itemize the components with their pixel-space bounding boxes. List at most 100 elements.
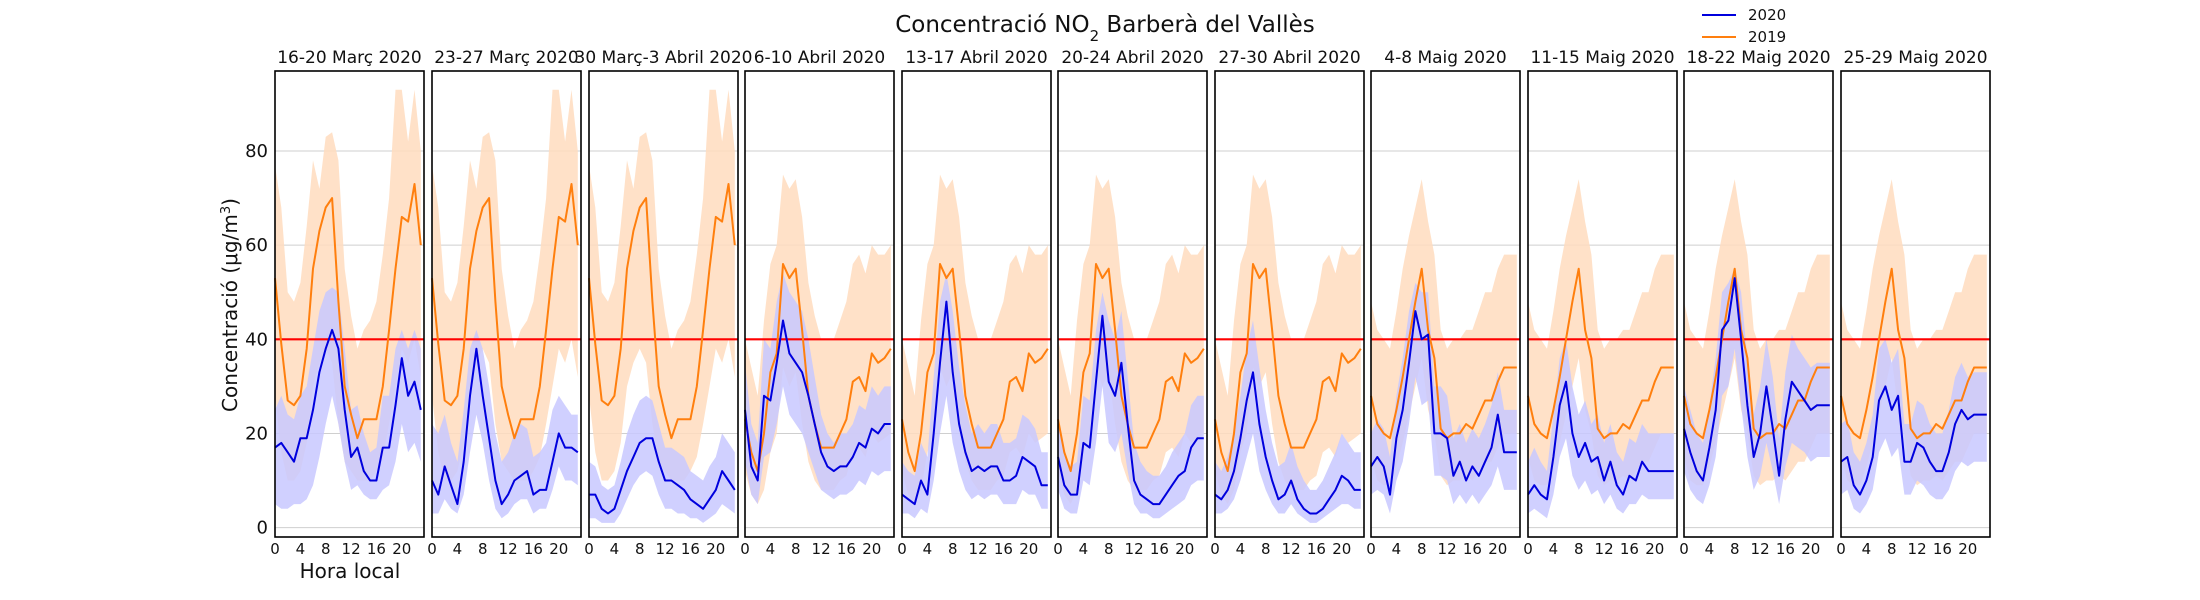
panel: 25-29 Maig 2020 0 4 8 12 16 20 [1836, 48, 1991, 558]
x-tick-label: 16 [837, 540, 856, 558]
panel: 27-30 Abril 2020 0 4 8 12 16 20 [1210, 48, 1365, 558]
x-tick-label: 20 [1801, 540, 1820, 558]
x-tick-label: 0 [1210, 540, 1220, 558]
band-2020 [1841, 339, 1987, 514]
x-tick-label: 12 [1282, 540, 1301, 558]
legend: 2020 2019 [1702, 6, 1786, 46]
series-line-2019 [274, 183, 422, 440]
series-line-2020 [1527, 380, 1674, 501]
x-tick-label: 12 [342, 540, 361, 558]
panel-title: 30 Març-3 Abril 2020 [575, 48, 753, 68]
x-tick-label: 0 [1366, 540, 1376, 558]
panel-frame [1370, 70, 1521, 538]
x-tick-label: 8 [1261, 540, 1271, 558]
series-line-2019 [901, 263, 1049, 473]
x-tick-label: 8 [791, 540, 801, 558]
y-tick-label: 0 [257, 518, 268, 539]
panel: 23-27 Març 2020 0 4 8 12 16 20 [427, 48, 582, 558]
y-tick-label: 40 [245, 329, 268, 350]
x-tick-label: 8 [1104, 540, 1114, 558]
panel-frame [431, 70, 582, 538]
x-tick-label: 20 [392, 540, 411, 558]
panel-frame [1527, 70, 1678, 538]
chart-title: Concentració NO2 Barberà del Vallès [895, 12, 1315, 45]
x-tick-label: 20 [1488, 540, 1507, 558]
y-tick-label: 20 [245, 423, 268, 444]
panel-frame [1840, 70, 1991, 538]
x-tick-label: 8 [1574, 540, 1584, 558]
band-2020 [902, 273, 1048, 519]
x-tick-label: 4 [296, 540, 306, 558]
panel-title: 16-20 Març 2020 [277, 48, 422, 68]
x-tick-label: 8 [321, 540, 331, 558]
x-tick-label: 0 [427, 540, 437, 558]
x-tick-label: 4 [1705, 540, 1715, 558]
x-tick-label: 16 [1307, 540, 1326, 558]
x-axis-label: Hora local [300, 559, 401, 583]
x-tick-label: 8 [1730, 540, 1740, 558]
y-tick-label: 80 [245, 141, 268, 162]
x-tick-label: 20 [1019, 540, 1038, 558]
x-tick-label: 20 [1958, 540, 1977, 558]
series-line-2020 [589, 437, 736, 515]
x-tick-label: 8 [478, 540, 488, 558]
panel-title: 13-17 Abril 2020 [905, 48, 1047, 68]
x-tick-label: 0 [897, 540, 907, 558]
panel-frame [588, 70, 739, 538]
panel: 20-24 Abril 2020 0 4 8 12 16 20 [1053, 48, 1208, 558]
x-tick-label: 16 [1150, 540, 1169, 558]
x-tick-label: 16 [367, 540, 386, 558]
x-tick-label: 16 [1620, 540, 1639, 558]
x-tick-label: 4 [610, 540, 620, 558]
panel-title: 25-29 Maig 2020 [1843, 48, 1987, 68]
series-line-2020 [274, 328, 422, 482]
panel: 6-10 Abril 2020 0 4 8 12 16 20 [740, 48, 895, 558]
x-tick-label: 12 [1438, 540, 1457, 558]
panel-frame [274, 70, 425, 538]
series-line-2019 [1370, 267, 1517, 440]
panel-title: 18-22 Maig 2020 [1686, 48, 1830, 68]
series-line-2020 [1370, 310, 1517, 496]
panel-title: 23-27 Març 2020 [434, 48, 579, 68]
panel-frame [744, 70, 895, 538]
x-tick-label: 12 [812, 540, 831, 558]
panel-title: 27-30 Abril 2020 [1218, 48, 1360, 68]
band-2020 [1215, 320, 1361, 523]
x-tick-label: 8 [948, 540, 958, 558]
panel-frame [901, 70, 1052, 538]
panel-title: 20-24 Abril 2020 [1061, 48, 1203, 68]
panel-title: 11-15 Maig 2020 [1530, 48, 1674, 68]
x-tick-label: 8 [1887, 540, 1897, 558]
x-tick-label: 20 [1332, 540, 1351, 558]
series-line-2019 [1683, 267, 1830, 440]
x-tick-label: 12 [1125, 540, 1144, 558]
x-tick-label: 0 [1053, 540, 1063, 558]
band-2020 [1371, 282, 1517, 514]
series-line-2020 [1683, 277, 1830, 482]
panel-title: 6-10 Abril 2020 [754, 48, 886, 68]
x-tick-label: 20 [862, 540, 881, 558]
series-line-2020 [1840, 385, 1987, 496]
x-tick-label: 4 [1862, 540, 1872, 558]
x-tick-label: 4 [1549, 540, 1559, 558]
x-tick-label: 20 [549, 540, 568, 558]
legend-label: 2020 [1748, 6, 1786, 24]
panel: 18-22 Maig 2020 0 4 8 12 16 20 [1679, 48, 1834, 558]
x-tick-label: 8 [1417, 540, 1427, 558]
x-tick-label: 16 [1463, 540, 1482, 558]
panel-frame [1057, 70, 1208, 538]
x-tick-label: 0 [1836, 540, 1846, 558]
series-line-2020 [1057, 314, 1204, 506]
x-tick-label: 4 [1079, 540, 1089, 558]
x-tick-label: 12 [656, 540, 675, 558]
x-tick-label: 4 [923, 540, 933, 558]
x-tick-label: 0 [584, 540, 594, 558]
x-tick-label: 4 [766, 540, 776, 558]
x-tick-label: 20 [1175, 540, 1194, 558]
x-tick-label: 12 [499, 540, 518, 558]
x-tick-label: 0 [740, 540, 750, 558]
series-line-2019 [431, 183, 579, 440]
